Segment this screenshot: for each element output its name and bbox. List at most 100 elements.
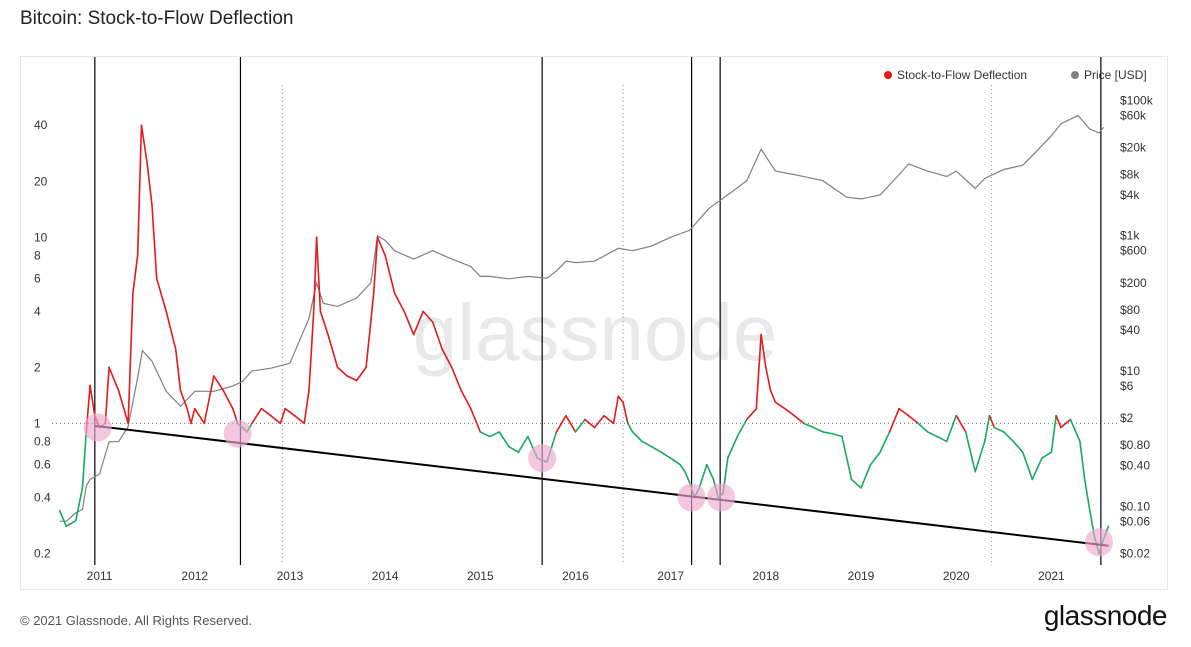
- deflection-segment: [155, 277, 168, 313]
- deflection-segment: [151, 203, 158, 280]
- deflection-segment: [917, 422, 929, 433]
- y-left-tick-label: 1: [34, 416, 41, 430]
- deflection-segment: [860, 463, 872, 489]
- deflection-segment: [384, 254, 396, 295]
- deflection-segment: [955, 414, 967, 433]
- x-tick-label: 2013: [277, 569, 304, 583]
- page-title: Bitcoin: Stock-to-Flow Deflection: [20, 8, 294, 29]
- deflection-segment: [1079, 440, 1086, 481]
- vertical-lines-group: [94, 57, 1102, 565]
- glassnode-logo: glassnode: [1043, 600, 1168, 631]
- deflection-segment: [1022, 451, 1034, 481]
- deflection-segment: [1041, 451, 1053, 460]
- deflection-segment: [926, 431, 938, 438]
- x-tick-label: 2017: [657, 569, 684, 583]
- y-right-tick-label: $0.80: [1120, 438, 1150, 452]
- y-right-tick-label: $10: [1120, 364, 1140, 378]
- y-right-tick-label: $60k: [1120, 108, 1147, 122]
- deflection-segment: [736, 418, 748, 438]
- deflection-segment: [574, 418, 586, 433]
- deflection-segment: [303, 389, 310, 425]
- deflection-segment: [508, 445, 520, 454]
- deflection-segment: [312, 236, 318, 313]
- deflection-segment: [165, 310, 177, 351]
- deflection-segment: [812, 426, 824, 433]
- deflection-segment: [850, 478, 862, 489]
- deflection-segment: [603, 414, 615, 425]
- y-left-tick-label: 10: [34, 230, 48, 244]
- deflection-segment: [1031, 457, 1043, 481]
- deflection-segment: [517, 435, 529, 454]
- bottom-marker-3: [677, 483, 706, 512]
- deflection-segment: [679, 463, 686, 473]
- deflection-segment: [469, 407, 482, 433]
- x-tick-label: 2011: [87, 569, 113, 583]
- deflection-segment: [213, 375, 225, 392]
- deflection-segment: [1050, 414, 1057, 454]
- deflection-segment: [584, 418, 596, 429]
- deflection-segment: [372, 236, 379, 295]
- deflection-segment: [104, 366, 110, 425]
- y-right-tick-label: $4k: [1120, 188, 1140, 202]
- legend-deflection-dot: [884, 71, 892, 79]
- deflection-segment: [336, 366, 348, 377]
- y-right-tick-label: $200: [1120, 276, 1147, 290]
- deflection-segment: [222, 389, 234, 410]
- price-series-group: [59, 114, 1105, 522]
- deflection-segment: [132, 254, 139, 295]
- deflection-segment: [1002, 431, 1015, 443]
- deflection-segment: [1069, 418, 1081, 443]
- deflection-segment: [660, 451, 672, 460]
- deflection-segment: [412, 310, 424, 336]
- deflection-segment: [450, 366, 463, 392]
- deflection-segment: [988, 414, 996, 429]
- deflection-segment: [784, 407, 796, 417]
- deflection-segment: [974, 440, 986, 473]
- y-axis-left: 40 20 10 8 6 4 2 1 0.8 0.6 0.4 0.2: [34, 118, 51, 560]
- deflection-segment: [1012, 440, 1024, 454]
- y-left-tick-label: 8: [34, 248, 41, 262]
- deflection-segment: [270, 414, 282, 425]
- deflection-segment: [140, 124, 148, 165]
- bottom-marker-0: [83, 413, 112, 442]
- deflection-segment: [260, 407, 272, 417]
- y-left-tick-label: 2: [34, 360, 41, 374]
- y-right-tick-label: $100k: [1120, 93, 1154, 107]
- deflection-segment: [174, 348, 182, 392]
- deflection-segment: [284, 407, 296, 417]
- y-left-tick-label: 0.8: [34, 434, 51, 448]
- deflection-segment: [964, 431, 977, 473]
- y-right-tick-label: $2: [1120, 411, 1134, 425]
- deflection-segment: [1083, 478, 1091, 510]
- price-line: [59, 114, 1105, 522]
- deflection-segment: [898, 407, 910, 417]
- deflection-segment: [1060, 418, 1072, 429]
- x-tick-label: 2020: [943, 569, 970, 583]
- deflection-segment: [81, 431, 88, 489]
- deflection-segment: [431, 321, 444, 351]
- x-tick-label: 2018: [752, 569, 779, 583]
- y-left-tick-label: 0.4: [34, 490, 51, 504]
- deflection-segment: [936, 435, 948, 443]
- deflection-segment: [58, 509, 68, 528]
- legend-deflection-label: Stock-to-Flow Deflection: [897, 68, 1027, 82]
- deflection-segment: [203, 375, 215, 425]
- y-left-tick-label: 6: [34, 272, 41, 286]
- footer-copyright: © 2021 Glassnode. All Rights Reserved.: [20, 613, 253, 628]
- deflection-segment: [498, 431, 510, 448]
- deflection-segment: [327, 333, 339, 369]
- deflection-segment: [117, 389, 129, 425]
- deflection-segment: [622, 401, 629, 425]
- deflection-segment: [841, 435, 853, 481]
- bottom-marker-4: [707, 483, 736, 512]
- deflection-segment: [319, 310, 329, 336]
- deflection-segment: [179, 389, 188, 410]
- y-right-tick-label: $6: [1120, 379, 1134, 393]
- deflection-segment: [565, 414, 577, 433]
- y-axis-right: $100k$60k$20k$8k$4k$1k$600$200$80$40$10$…: [1120, 93, 1154, 560]
- x-tick-label: 2016: [562, 569, 589, 583]
- deflection-segment: [1055, 414, 1062, 429]
- y-right-tick-label: $0.40: [1120, 459, 1150, 473]
- bottom-marker-1: [223, 419, 252, 448]
- deflection-segment: [684, 470, 691, 484]
